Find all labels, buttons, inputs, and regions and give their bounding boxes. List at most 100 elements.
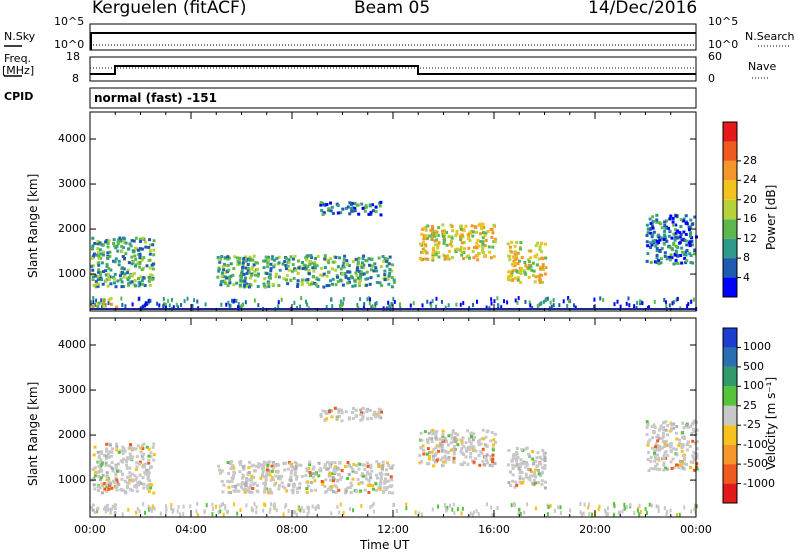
power-cell: [116, 240, 120, 244]
velocity-cell: [538, 455, 542, 459]
power-cell: [351, 276, 355, 280]
power-cell: [633, 304, 636, 309]
velocity-cell: [335, 415, 339, 419]
velocity-cell: [244, 481, 248, 485]
power-cell: [472, 256, 476, 260]
velocity-cell: [520, 462, 524, 466]
velocity-cell: [557, 505, 560, 510]
power-cell: [613, 302, 616, 307]
velocity-cell: [329, 409, 333, 413]
velocity-cell: [101, 473, 105, 477]
power-cell: [442, 241, 446, 245]
power-cell: [374, 302, 377, 307]
power-cell: [645, 223, 649, 227]
power-cell: [503, 299, 506, 304]
power-cell: [674, 235, 678, 239]
power-cell: [470, 224, 474, 228]
velocity-cell: [90, 506, 94, 510]
power-cell: [674, 228, 678, 232]
power-cell: [347, 280, 351, 284]
power-cell: [398, 302, 401, 307]
power-cell: [320, 266, 324, 270]
power-cell: [651, 219, 655, 223]
power-cell: [649, 260, 653, 264]
velocity-cell: [323, 485, 327, 489]
velocity-cell: [297, 506, 300, 511]
cpid-label: CPID: [4, 90, 34, 103]
power-cell: [685, 222, 689, 226]
velocity-cell: [295, 474, 299, 478]
velocity-cell: [151, 445, 155, 449]
velocity-cell: [332, 470, 336, 474]
velocity-cell: [144, 510, 147, 515]
power-cell: [268, 273, 272, 277]
velocity-cell: [693, 468, 697, 472]
velocity-cell: [149, 486, 153, 490]
power-colorbar-tick-label: 28: [743, 153, 757, 167]
velocity-cell: [369, 476, 373, 480]
power-cell: [277, 300, 280, 305]
power-cell: [304, 267, 308, 271]
power-cell: [147, 298, 150, 303]
velocity-cell: [269, 507, 272, 512]
velocity-cell: [241, 487, 245, 491]
velocity-cell: [691, 439, 695, 443]
velocity-cell: [515, 450, 519, 454]
velocity-cell: [334, 490, 338, 494]
power-cell: [91, 275, 95, 279]
velocity-cell: [97, 454, 101, 458]
power-cell: [690, 239, 694, 243]
velocity-cell: [273, 502, 276, 507]
power-cell: [285, 274, 289, 278]
power-cell: [109, 282, 113, 286]
power-cell: [636, 300, 639, 305]
power-cell: [277, 261, 281, 265]
power-cell: [674, 258, 678, 262]
power-cell: [289, 255, 293, 259]
power-cell: [687, 302, 690, 307]
velocity-cell: [135, 476, 139, 480]
power-cell: [381, 255, 385, 259]
power-cell: [325, 203, 329, 207]
velocity-cell: [319, 469, 323, 473]
velocity-cell: [150, 508, 153, 513]
velocity-cell: [438, 445, 442, 449]
velocity-cell: [248, 485, 252, 489]
nsky-tick-bottom: 10^0: [54, 38, 85, 51]
power-cell: [437, 251, 441, 255]
power-cell: [152, 248, 156, 252]
velocity-cell: [692, 419, 696, 423]
velocity-cell: [240, 485, 244, 489]
velocity-cell: [451, 507, 454, 512]
power-cell: [680, 261, 684, 265]
velocity-cell: [117, 450, 121, 454]
power-cell: [309, 254, 313, 258]
velocity-cell: [695, 456, 699, 460]
velocity-cell: [267, 471, 271, 475]
velocity-cell: [329, 478, 333, 482]
velocity-cell: [144, 462, 148, 466]
power-cell: [222, 262, 226, 266]
velocity-cell: [390, 466, 394, 470]
velocity-cell: [287, 509, 290, 514]
velocity-cell: [195, 509, 198, 514]
velocity-cell: [340, 411, 344, 415]
velocity-cell: [241, 474, 245, 478]
power-cell: [685, 239, 689, 243]
velocity-cell: [119, 488, 123, 492]
velocity-cell: [359, 481, 363, 485]
velocity-cell: [515, 446, 519, 450]
power-cell: [384, 257, 388, 261]
velocity-cell: [678, 438, 682, 442]
velocity-cell: [115, 442, 119, 446]
power-cell: [312, 269, 316, 273]
velocity-cell: [307, 506, 310, 511]
power-cell: [243, 279, 247, 283]
power-cell: [520, 267, 524, 271]
power-cell: [390, 276, 394, 280]
power-cell: [136, 261, 140, 265]
velocity-cell: [139, 450, 143, 454]
power-cell: [668, 229, 672, 233]
velocity-cell: [546, 503, 549, 508]
power-cell: [674, 223, 678, 227]
